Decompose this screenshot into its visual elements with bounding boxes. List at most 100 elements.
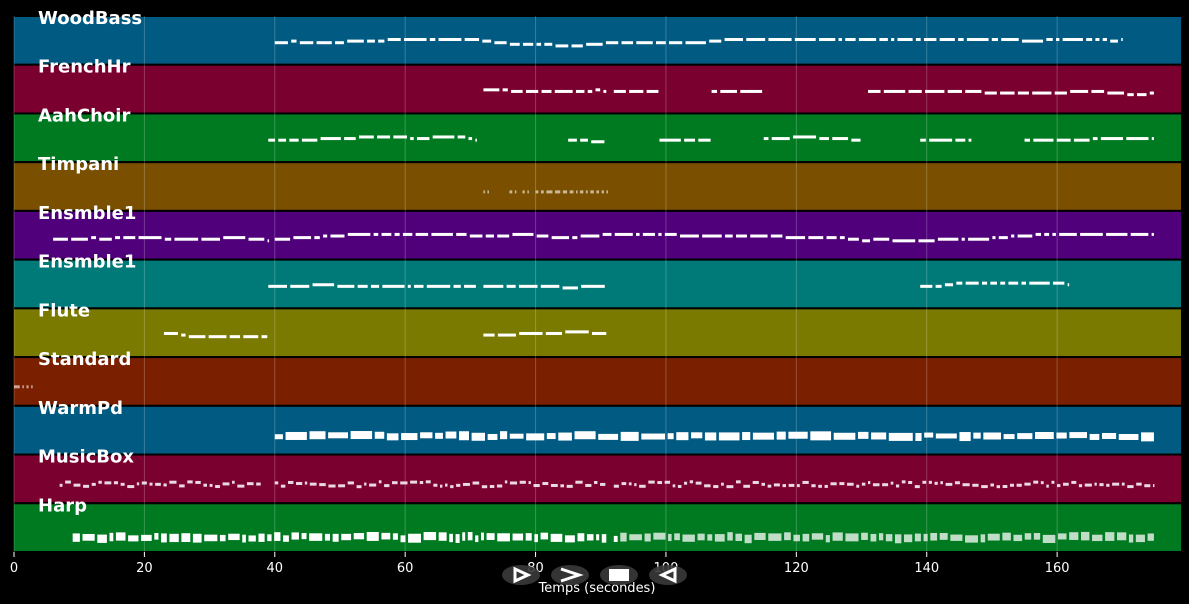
note — [432, 135, 455, 139]
note — [980, 534, 986, 543]
note — [914, 485, 920, 489]
note — [525, 89, 539, 93]
note — [274, 532, 281, 541]
note — [1002, 484, 1008, 488]
note — [347, 481, 354, 485]
note — [462, 532, 466, 541]
note — [163, 483, 167, 487]
note — [613, 89, 626, 93]
note — [832, 532, 843, 541]
note — [945, 482, 953, 486]
note — [1046, 484, 1049, 488]
note — [1033, 138, 1054, 142]
note — [934, 481, 938, 485]
note — [1069, 532, 1079, 540]
note — [847, 482, 854, 486]
track-label-3: Timpani — [38, 154, 119, 175]
note — [825, 535, 830, 543]
note — [636, 232, 640, 236]
note — [471, 432, 486, 441]
note — [736, 480, 741, 484]
note — [603, 89, 607, 93]
note — [915, 432, 922, 441]
note — [535, 190, 539, 194]
note — [141, 534, 152, 541]
grid-lines — [13, 16, 1058, 552]
note — [483, 284, 504, 288]
note — [947, 89, 962, 93]
note — [833, 432, 856, 440]
note — [824, 484, 828, 488]
note — [1107, 91, 1125, 95]
stop-button[interactable] — [600, 565, 638, 585]
note — [278, 138, 287, 142]
stop-icon — [609, 569, 629, 581]
note — [1009, 483, 1014, 487]
note — [929, 138, 953, 142]
note — [464, 284, 476, 288]
track-label-8: WarmPd — [38, 398, 123, 419]
note — [402, 232, 413, 236]
play-forward-button[interactable] — [502, 565, 540, 585]
note — [475, 535, 479, 543]
note — [908, 89, 922, 93]
note — [965, 89, 982, 93]
next-button[interactable] — [551, 565, 589, 585]
note — [560, 484, 565, 488]
note — [915, 38, 921, 42]
note — [497, 533, 510, 542]
note — [208, 335, 227, 339]
play-back-button[interactable] — [649, 565, 687, 585]
note — [1033, 533, 1041, 540]
note — [500, 431, 508, 440]
note — [620, 431, 639, 441]
note — [848, 237, 859, 241]
note — [534, 534, 538, 543]
note — [136, 482, 140, 486]
note — [587, 89, 593, 93]
note — [91, 482, 96, 486]
note — [858, 38, 877, 42]
note — [458, 431, 469, 441]
note — [657, 481, 663, 485]
note — [450, 485, 454, 489]
note — [768, 533, 782, 541]
note — [576, 190, 578, 194]
note — [1042, 534, 1056, 544]
note — [445, 431, 457, 439]
note — [851, 138, 861, 142]
note — [1000, 281, 1006, 285]
note — [83, 484, 90, 488]
note — [939, 533, 948, 540]
note — [1070, 89, 1089, 93]
note — [1011, 234, 1015, 238]
note — [1017, 234, 1033, 238]
note — [704, 484, 711, 488]
note — [908, 480, 913, 484]
note — [475, 138, 477, 142]
note — [404, 38, 427, 42]
note — [965, 281, 979, 285]
note — [141, 481, 147, 485]
note — [890, 481, 894, 485]
note — [416, 137, 430, 141]
track-lane-2 — [14, 114, 1181, 162]
note — [935, 433, 957, 439]
note — [788, 431, 808, 439]
note — [721, 482, 724, 486]
note — [169, 480, 177, 484]
note — [664, 480, 671, 484]
note — [644, 533, 651, 542]
note — [771, 137, 790, 141]
playback-controls — [502, 565, 687, 585]
note — [987, 533, 1000, 541]
note — [483, 333, 495, 337]
note — [1033, 480, 1039, 484]
note — [892, 239, 916, 243]
note — [574, 431, 596, 440]
note — [497, 234, 510, 238]
note — [1035, 431, 1054, 439]
note — [944, 283, 954, 287]
note — [243, 335, 259, 339]
note — [384, 484, 390, 488]
